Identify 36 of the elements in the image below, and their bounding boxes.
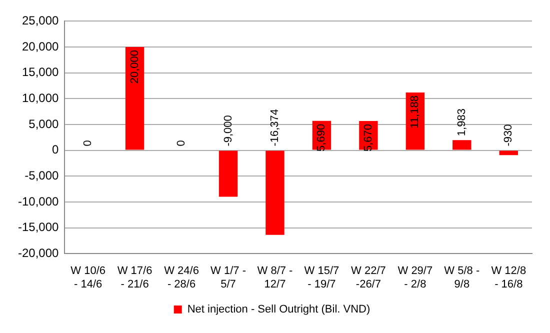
bar	[452, 140, 472, 150]
data-label: -930	[502, 124, 515, 146]
y-tick-label: 15,000	[22, 65, 60, 80]
x-tick-label: W 10/6 - 14/6	[70, 265, 106, 290]
data-label: -16,374	[269, 109, 282, 146]
x-tick-label: W 15/7 - 19/7	[304, 265, 340, 290]
bar	[218, 150, 238, 197]
data-label: 5,690	[316, 124, 328, 152]
data-label: 1,983	[456, 108, 468, 136]
data-label: 11,188	[409, 96, 422, 128]
y-tick-label: -10,000	[18, 194, 60, 208]
data-label: 0	[176, 140, 188, 146]
y-tick-label: 10,000	[22, 90, 60, 105]
x-tick-label: W 29/7 - 2/8	[398, 265, 433, 290]
x-tick-label: W 8/7 - 12/7	[257, 265, 294, 290]
legend-label: Net injection - Sell Outright (Bil. VND)	[187, 304, 370, 316]
y-tick-label: 0	[52, 142, 60, 157]
x-tick-label: W 12/8 - 16/8	[491, 265, 526, 290]
x-tick-label: W 22/7 -26/7	[351, 265, 386, 290]
x-tick-label: W 17/6 - 21/6	[117, 265, 152, 290]
data-label: 20,000	[128, 50, 141, 84]
y-tick-label: -20,000	[18, 246, 60, 260]
y-tick-label: -15,000	[18, 220, 60, 234]
x-tick-label: W 24/6 - 28/6	[164, 265, 199, 290]
y-tick-label: 20,000	[22, 39, 60, 54]
x-tick-label: W 1/7 - 5/7	[210, 265, 246, 290]
x-tick-label: W 5/8 - 9/8	[444, 265, 480, 290]
bar	[499, 150, 518, 156]
data-label: -9,000	[222, 115, 234, 146]
y-tick-label: -5,000	[24, 168, 60, 182]
data-label: 5,670	[362, 124, 374, 152]
data-label: 0	[82, 140, 94, 146]
bar	[266, 150, 284, 235]
y-tick-label: 25,000	[22, 14, 60, 28]
y-tick-label: 5,000	[28, 116, 60, 131]
bar	[125, 47, 144, 150]
